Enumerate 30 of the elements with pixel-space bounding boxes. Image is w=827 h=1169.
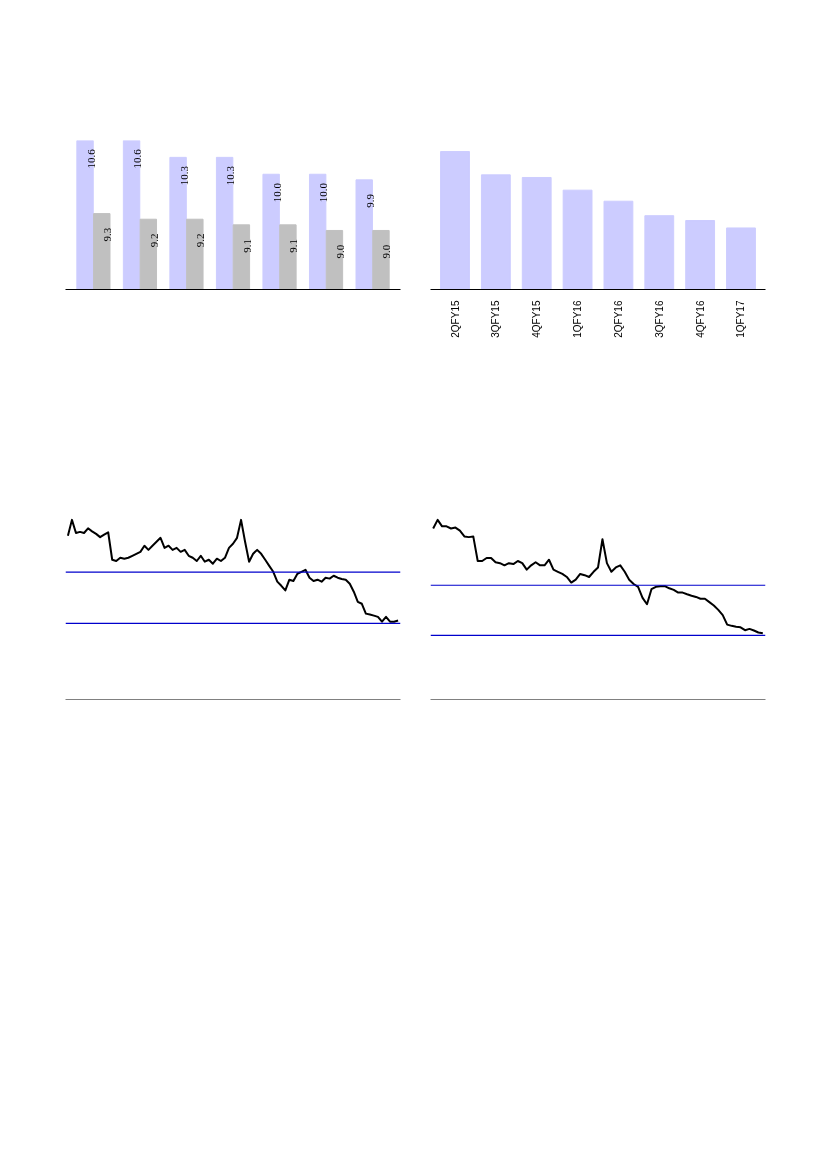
bar: [726, 227, 756, 290]
x-tick-label: 1QFY16: [572, 300, 584, 338]
data-label: 10.0: [317, 182, 330, 203]
data-label: 10.6: [131, 148, 144, 169]
data-label: 9.2: [194, 233, 207, 248]
bar: [685, 220, 716, 290]
data-label: 10.3: [177, 165, 190, 186]
x-tick-label: 4QFY15: [531, 300, 543, 338]
data-label: 10.3: [224, 165, 237, 186]
data-label: 10.0: [270, 182, 283, 203]
data-label: 9.0: [380, 244, 393, 259]
data-label: 9.1: [287, 239, 300, 253]
x-tick-label: 1QFY17: [735, 300, 747, 338]
bar: [644, 215, 675, 290]
data-label: 10.6: [84, 148, 97, 169]
x-tick-label: 4QFY16: [694, 300, 706, 338]
x-tick-label: 3QFY15: [490, 300, 502, 338]
data-label: 9.2: [147, 233, 160, 248]
data-label: 9.3: [101, 227, 114, 242]
bar: [440, 151, 470, 290]
x-tick-label: 3QFY16: [653, 300, 665, 338]
x-tick-label: 2QFY16: [612, 300, 624, 338]
bar: [480, 174, 511, 290]
bar: [521, 176, 552, 290]
bar: [603, 200, 634, 290]
x-tick-label: 2QFY15: [449, 300, 461, 338]
data-label: 9.0: [333, 244, 346, 259]
data-label: 9.1: [240, 239, 253, 253]
bar: [562, 189, 593, 290]
data-label: 9.9: [363, 193, 376, 208]
